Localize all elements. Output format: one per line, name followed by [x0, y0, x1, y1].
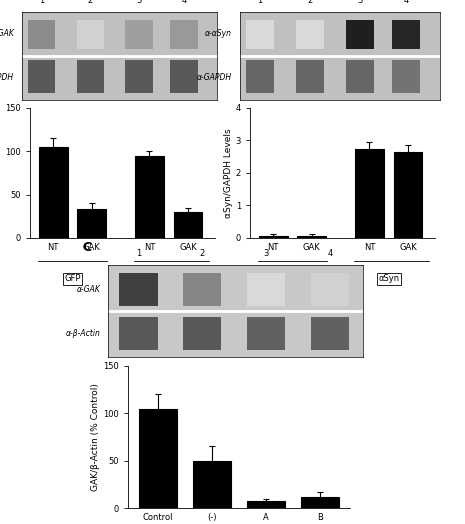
Bar	[77, 20, 104, 49]
Bar	[170, 60, 198, 93]
Bar	[39, 147, 67, 238]
Text: GFP: GFP	[64, 275, 80, 283]
Text: α-GAK: α-GAK	[0, 29, 14, 38]
Bar	[193, 461, 231, 508]
Text: 1: 1	[136, 249, 141, 258]
Text: 4: 4	[327, 249, 332, 258]
Bar	[247, 274, 285, 307]
Bar	[77, 210, 106, 238]
Text: 4: 4	[181, 0, 186, 5]
Text: 2: 2	[200, 249, 205, 258]
Bar	[173, 212, 202, 238]
Bar	[139, 409, 177, 508]
Bar	[246, 60, 274, 93]
Bar	[297, 236, 326, 238]
Bar	[126, 20, 153, 49]
Bar	[311, 274, 349, 307]
Text: 3: 3	[357, 0, 363, 5]
Bar	[246, 20, 274, 49]
Bar	[355, 149, 384, 238]
Text: C: C	[82, 241, 92, 254]
Text: 3: 3	[136, 0, 142, 5]
Text: 4: 4	[403, 0, 409, 5]
Bar	[296, 60, 324, 93]
Text: 1: 1	[39, 0, 44, 5]
Bar	[346, 20, 374, 49]
Bar	[120, 274, 158, 307]
Bar	[392, 20, 420, 49]
Bar	[259, 236, 287, 238]
Text: α-αSyn: α-αSyn	[205, 29, 232, 38]
Bar	[301, 497, 339, 508]
Bar	[346, 60, 374, 93]
Bar	[135, 156, 164, 238]
Text: αSyn: αSyn	[378, 275, 399, 283]
Bar	[126, 60, 153, 93]
Bar	[247, 501, 285, 508]
Text: α-GAPDH: α-GAPDH	[197, 73, 232, 82]
Bar	[296, 20, 324, 49]
Text: 2: 2	[87, 0, 93, 5]
Y-axis label: αSyn/GAPDH Levels: αSyn/GAPDH Levels	[224, 128, 233, 218]
Bar	[120, 316, 158, 350]
Y-axis label: GAK/β-Actin (% Control): GAK/β-Actin (% Control)	[92, 383, 100, 491]
Bar	[170, 20, 198, 49]
Bar	[77, 60, 104, 93]
Text: 1: 1	[257, 0, 263, 5]
Bar	[311, 316, 349, 350]
Bar	[28, 60, 55, 93]
Bar	[28, 20, 55, 49]
Text: 3: 3	[263, 249, 269, 258]
Text: GFP: GFP	[284, 275, 301, 283]
Bar	[183, 274, 221, 307]
Text: 2: 2	[307, 0, 312, 5]
Bar	[393, 152, 423, 238]
Bar	[392, 60, 420, 93]
Text: α-GAK: α-GAK	[76, 286, 100, 294]
Bar	[247, 316, 285, 350]
Text: αSyn: αSyn	[158, 275, 179, 283]
Bar	[183, 316, 221, 350]
Text: α-β-Actin: α-β-Actin	[66, 330, 100, 339]
Y-axis label: GAK/GAPDH (% NT GFP): GAK/GAPDH (% NT GFP)	[0, 119, 2, 227]
Text: α-GAPDH: α-GAPDH	[0, 73, 14, 82]
